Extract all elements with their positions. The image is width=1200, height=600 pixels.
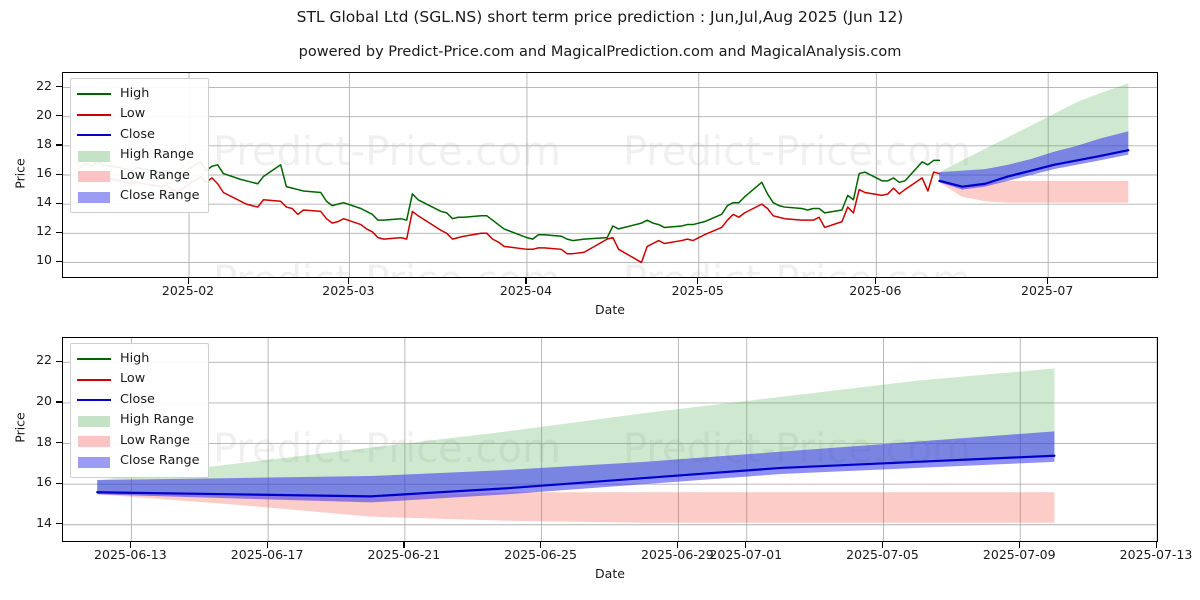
x-tick-label: 2025-06-13 — [75, 547, 185, 562]
legend-swatch-icon — [77, 88, 111, 100]
legend-swatch-icon — [77, 415, 111, 427]
legend-swatch-icon — [77, 394, 111, 406]
x-tick-label: 2025-06 — [825, 283, 925, 298]
legend-swatch-icon — [77, 109, 111, 121]
x-tick-mark — [1156, 542, 1157, 548]
x-tick-mark — [1047, 278, 1048, 284]
x-tick-mark — [267, 542, 268, 548]
legend-item-low[interactable]: Low — [77, 370, 200, 391]
legend-item-low-range[interactable]: Low Range — [77, 166, 200, 187]
y-tick-label: 12 — [0, 223, 52, 238]
x-tick-label: 2025-07-05 — [828, 547, 938, 562]
x-tick-label: 2025-04 — [476, 283, 576, 298]
x-tick-mark — [745, 542, 746, 548]
legend-item-label: Close — [120, 129, 155, 142]
x-tick-mark — [525, 278, 526, 284]
legend-item-label: Low Range — [120, 170, 190, 183]
x-tick-mark — [403, 542, 404, 548]
legend-item-label: High — [120, 88, 149, 101]
top-chart-panel: Price 10121416182022 2025-022025-032025-… — [0, 0, 1200, 320]
x-tick-label: 2025-07 — [997, 283, 1097, 298]
x-tick-label: 2025-07-09 — [964, 547, 1074, 562]
legend-swatch-icon — [77, 129, 111, 141]
y-tick-label: 10 — [0, 252, 52, 267]
y-tick-label: 18 — [0, 136, 52, 151]
legend-item-label: Close Range — [120, 455, 200, 468]
x-tick-mark — [882, 542, 883, 548]
legend-item-low-range[interactable]: Low Range — [77, 431, 200, 452]
top-chart-legend: High Low Close High Range Low Range Close Ran… — [70, 78, 209, 213]
chart-page: STL Global Ltd (SGL.NS) short term price… — [0, 0, 1200, 600]
legend-item-low[interactable]: Low — [77, 105, 200, 126]
legend-item-label: Close — [120, 394, 155, 407]
legend-swatch-icon — [77, 374, 111, 386]
y-tick-label: 22 — [0, 352, 52, 367]
y-tick-label: 20 — [0, 107, 52, 122]
legend-item-close-range[interactable]: Close Range — [77, 187, 200, 208]
bottom-chart-plot-area: Predict-Price.com Predict-Price.com — [62, 337, 1158, 542]
legend-item-close-range[interactable]: Close Range — [77, 452, 200, 473]
bottom-chart-panel: Price 1416182022 2025-06-132025-06-17202… — [0, 320, 1200, 600]
legend-swatch-icon — [77, 170, 111, 182]
legend-item-high-range[interactable]: High Range — [77, 146, 200, 167]
x-tick-label: 2025-06-25 — [486, 547, 596, 562]
legend-swatch-icon — [77, 456, 111, 468]
bottom-chart-svg — [63, 338, 1157, 541]
y-tick-label: 16 — [0, 165, 52, 180]
legend-item-close[interactable]: Close — [77, 125, 200, 146]
x-tick-label: 2025-06-21 — [349, 547, 459, 562]
legend-item-label: Low — [120, 373, 145, 386]
bottom-chart-legend: High Low Close High Range Low Range Close Ran… — [70, 343, 209, 478]
y-tick-label: 16 — [0, 474, 52, 489]
x-tick-mark — [677, 542, 678, 548]
legend-item-label: High — [120, 353, 149, 366]
legend-item-label: High Range — [120, 414, 194, 427]
legend-item-close[interactable]: Close — [77, 390, 200, 411]
y-tick-label: 14 — [0, 515, 52, 530]
x-tick-mark — [1019, 542, 1020, 548]
legend-swatch-icon — [77, 191, 111, 203]
x-tick-mark — [697, 278, 698, 284]
bottom-chart-x-axis-label: Date — [62, 566, 1158, 581]
legend-swatch-icon — [77, 150, 111, 162]
y-tick-label: 22 — [0, 78, 52, 93]
top-chart-plot-area: Predict-Price.com Predict-Price.com Pred… — [62, 72, 1158, 278]
x-tick-mark — [130, 542, 131, 548]
legend-item-label: Low Range — [120, 435, 190, 448]
x-tick-mark — [188, 278, 189, 284]
x-tick-mark — [875, 278, 876, 284]
x-tick-label: 2025-02 — [138, 283, 238, 298]
x-tick-label: 2025-06-17 — [212, 547, 322, 562]
y-tick-label: 18 — [0, 434, 52, 449]
x-tick-label: 2025-07-13 — [1101, 547, 1200, 562]
legend-item-high[interactable]: High — [77, 349, 200, 370]
x-tick-label: 2025-07-01 — [691, 547, 801, 562]
top-chart-svg — [63, 73, 1157, 277]
y-tick-label: 14 — [0, 194, 52, 209]
legend-swatch-icon — [77, 353, 111, 365]
x-tick-mark — [348, 278, 349, 284]
legend-item-label: Close Range — [120, 190, 200, 203]
x-tick-label: 2025-05 — [648, 283, 748, 298]
legend-item-label: High Range — [120, 149, 194, 162]
x-tick-mark — [540, 542, 541, 548]
legend-swatch-icon — [77, 435, 111, 447]
legend-item-high[interactable]: High — [77, 84, 200, 105]
y-tick-label: 20 — [0, 393, 52, 408]
legend-item-high-range[interactable]: High Range — [77, 411, 200, 432]
x-tick-label: 2025-03 — [298, 283, 398, 298]
top-chart-x-axis-label: Date — [62, 302, 1158, 317]
legend-item-label: Low — [120, 108, 145, 121]
